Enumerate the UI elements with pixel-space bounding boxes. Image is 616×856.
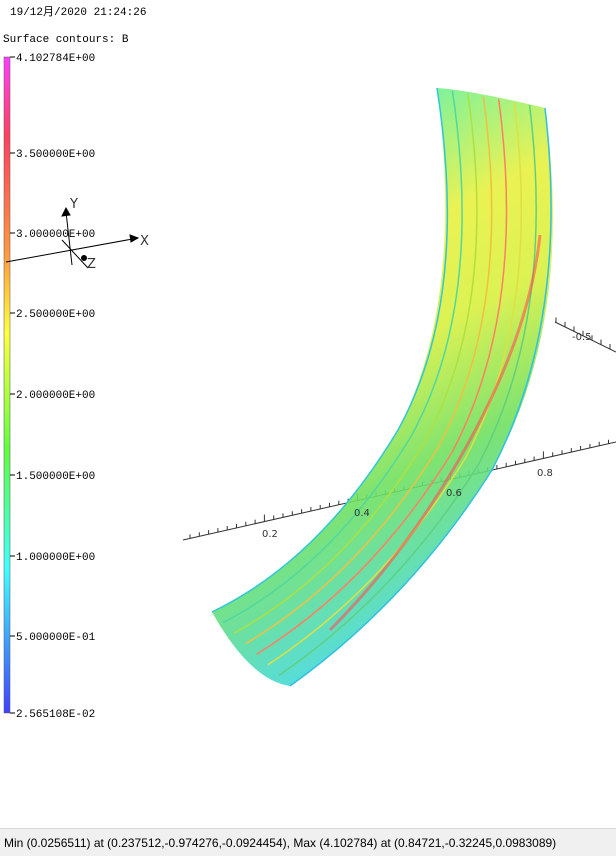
axis-tick-label: -0.5 [572, 332, 592, 343]
axis-tick-label: 0.8 [537, 468, 553, 479]
axis-tick-label: 0.2 [262, 529, 278, 540]
legend-label: 1.000000E+00 [16, 552, 95, 564]
legend-label: 2.500000E+00 [16, 309, 95, 321]
legend: 4.102784E+00 3.500000E+00 3.000000E+00 2.50… [10, 53, 96, 721]
axis-tick-label: 0.6 [446, 488, 462, 499]
legend-label: 4.102784E+00 [16, 53, 95, 65]
legend-label: 3.000000E+00 [16, 229, 95, 241]
triad [5, 206, 140, 269]
mesh-lines [211, 87, 552, 687]
axis-tick-label: 0.4 [354, 508, 370, 519]
timestamp: 19/12月/2020 21:24:26 [10, 6, 146, 19]
legend-label: 1.500000E+00 [16, 471, 95, 483]
plot-title: Surface contours: B [3, 34, 129, 46]
legend-label: 5.000000E-01 [16, 632, 96, 644]
legend-label: 2.000000E+00 [16, 390, 95, 402]
triad-label: X [140, 234, 149, 249]
legend-label: 3.500000E+00 [16, 149, 95, 161]
viewport: 19/12月/2020 21:24:26 Surface contours: B… [3, 6, 616, 721]
status-bar: Min (0.0256511) at (0.237512,-0.974276,-… [0, 828, 616, 856]
triad-label: Y [69, 197, 78, 212]
axis-line [554, 321, 616, 353]
legend-label: 2.565108E-02 [16, 709, 95, 721]
max-region [328, 234, 542, 632]
triad-label: Z [87, 257, 96, 272]
colorbar [3, 56, 11, 714]
contour-surface [212, 88, 553, 686]
